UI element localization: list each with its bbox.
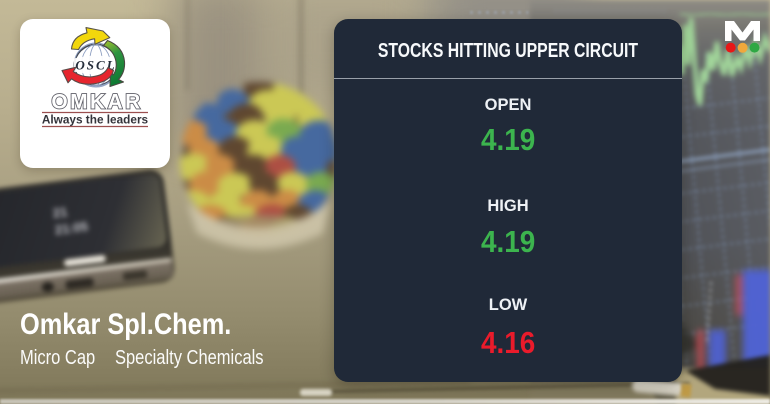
svg-text:Always the leaders: Always the leaders (42, 113, 149, 127)
svg-text:OSCL: OSCL (75, 58, 116, 73)
svg-text:OMKAR: OMKAR (51, 91, 142, 114)
